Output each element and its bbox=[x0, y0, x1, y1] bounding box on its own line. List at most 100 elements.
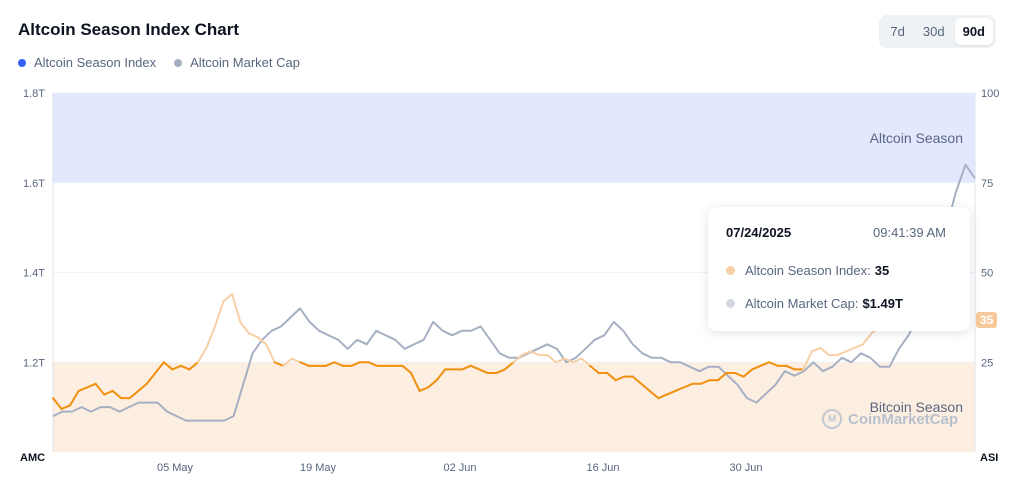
series-segment-asi bbox=[819, 346, 830, 357]
coinmarketcap-logo-icon: M bbox=[822, 409, 842, 429]
tooltip-date: 07/24/2025 bbox=[726, 225, 792, 240]
legend-label-asi: Altcoin Season Index bbox=[34, 55, 157, 70]
series-segment-asi bbox=[69, 389, 80, 407]
tooltip-index-value: 35 bbox=[874, 263, 890, 278]
series-segment-asi bbox=[171, 364, 182, 371]
tab-90d[interactable]: 90d bbox=[954, 18, 993, 45]
series-segment-asi bbox=[614, 375, 626, 382]
series-segment-asi bbox=[111, 389, 123, 400]
series-segment-asi bbox=[273, 361, 285, 367]
tooltip-mcap-value: $1.49T bbox=[862, 296, 903, 311]
series-segment-asi bbox=[350, 361, 361, 367]
series-segment-asi bbox=[265, 343, 276, 364]
right-tick-0: 100 bbox=[981, 88, 999, 100]
series-segment-asi bbox=[742, 368, 754, 378]
series-segment-asi bbox=[256, 336, 268, 346]
tooltip-row-index: Altcoin Season Index: 35 bbox=[726, 263, 889, 278]
chart-tooltip: 07/24/2025 09:41:39 AM Altcoin Season In… bbox=[708, 207, 970, 331]
series-segment-asi bbox=[179, 364, 191, 371]
left-tick-1: 1.6T bbox=[23, 178, 45, 190]
series-segment-asi bbox=[682, 382, 694, 389]
series-segment-asi bbox=[162, 361, 174, 371]
series-segment-asi bbox=[529, 350, 540, 357]
series-segment-asi bbox=[324, 361, 336, 367]
series-segment-asi bbox=[299, 361, 310, 367]
series-segment-asi bbox=[580, 357, 592, 367]
series-segment-asi bbox=[478, 368, 489, 375]
series-segment-asi bbox=[333, 361, 344, 367]
series-segment-asi bbox=[572, 357, 583, 364]
series-segment-asi bbox=[861, 332, 873, 346]
current-value-badge: 35 bbox=[976, 312, 998, 328]
watermark-text: CoinMarketCap bbox=[848, 410, 959, 428]
range-tabs: 7d 30d 90d bbox=[879, 15, 996, 48]
left-tick-0: 1.8T bbox=[23, 88, 45, 100]
series-segment-asi bbox=[844, 346, 856, 353]
series-segment-asi bbox=[367, 361, 378, 367]
tooltip-row-mcap: Altcoin Market Cap: $1.49T bbox=[726, 296, 903, 311]
series-segment-asi bbox=[589, 364, 600, 375]
series-segment-asi bbox=[759, 361, 771, 367]
series-segment-asi bbox=[563, 357, 575, 364]
watermark: M CoinMarketCap bbox=[822, 409, 958, 429]
band-0 bbox=[53, 93, 975, 183]
series-segment-asi bbox=[631, 375, 643, 385]
series-segment-asi bbox=[648, 389, 660, 400]
series-segment-asi bbox=[495, 368, 506, 375]
series-segment-asi bbox=[717, 372, 728, 382]
series-line-amc bbox=[52, 163, 976, 422]
series-segment-asi bbox=[520, 350, 532, 357]
tooltip-time: 09:41:39 AM bbox=[873, 225, 946, 240]
band-label-0: Altcoin Season bbox=[870, 130, 963, 146]
series-segment-asi bbox=[77, 386, 89, 392]
series-segment-asi bbox=[282, 357, 293, 367]
series-segment-asi bbox=[665, 389, 677, 396]
series-segment-asi bbox=[785, 364, 796, 371]
series-segment-asi bbox=[103, 389, 114, 396]
series-segment-asi bbox=[290, 357, 302, 364]
series-segment-asi bbox=[512, 354, 523, 364]
tooltip-mcap-label: Altcoin Market Cap: bbox=[745, 296, 859, 311]
series-segment-asi bbox=[231, 293, 242, 324]
series-segment-asi bbox=[657, 393, 668, 400]
series-segment-asi bbox=[145, 372, 157, 385]
tooltip-dot-index bbox=[726, 266, 735, 275]
series-segment-asi bbox=[435, 368, 447, 382]
series-segment-asi bbox=[640, 382, 651, 392]
series-segment-asi bbox=[503, 361, 515, 371]
series-segment-asi bbox=[853, 343, 864, 349]
tooltip-dot-mcap bbox=[726, 299, 735, 308]
right-axis-name: ASI bbox=[980, 452, 998, 464]
x-tick-2: 02 Jun bbox=[443, 462, 476, 474]
left-axis-name: AMC bbox=[20, 452, 45, 464]
series-segment-asi bbox=[222, 293, 234, 303]
x-tick-4: 30 Jun bbox=[729, 462, 762, 474]
tab-30d[interactable]: 30d bbox=[922, 24, 945, 39]
tab-7d[interactable]: 7d bbox=[890, 24, 905, 39]
tooltip-index-text: Altcoin Season Index: 35 bbox=[745, 263, 889, 278]
series-segment-asi bbox=[751, 364, 762, 371]
series-segment-asi bbox=[205, 325, 216, 349]
series-segment-asi bbox=[461, 364, 472, 371]
series-segment-asi bbox=[836, 350, 847, 357]
series-segment-asi bbox=[137, 382, 148, 392]
left-tick-3: 1.2T bbox=[23, 357, 45, 369]
legend-item-asi[interactable]: Altcoin Season Index bbox=[18, 55, 156, 70]
series-segment-asi bbox=[469, 364, 481, 371]
series-segment-asi bbox=[248, 332, 259, 339]
right-tick-2: 50 bbox=[981, 268, 993, 280]
page-title: Altcoin Season Index Chart bbox=[18, 20, 240, 39]
series-segment-asi bbox=[418, 386, 430, 392]
band-label-1: Bitcoin Season bbox=[870, 399, 963, 415]
series-segment-asi bbox=[555, 357, 566, 364]
band-1 bbox=[53, 362, 975, 452]
series-segment-asi bbox=[196, 346, 208, 364]
legend-dot-amc bbox=[174, 58, 183, 67]
legend-item-amc[interactable]: Altcoin Market Cap bbox=[174, 55, 300, 70]
series-segment-asi bbox=[606, 372, 617, 382]
series-segment-asi bbox=[60, 404, 72, 410]
series-segment-asi bbox=[546, 354, 558, 364]
series-segment-asi bbox=[427, 379, 438, 389]
series-segment-asi bbox=[410, 372, 421, 392]
